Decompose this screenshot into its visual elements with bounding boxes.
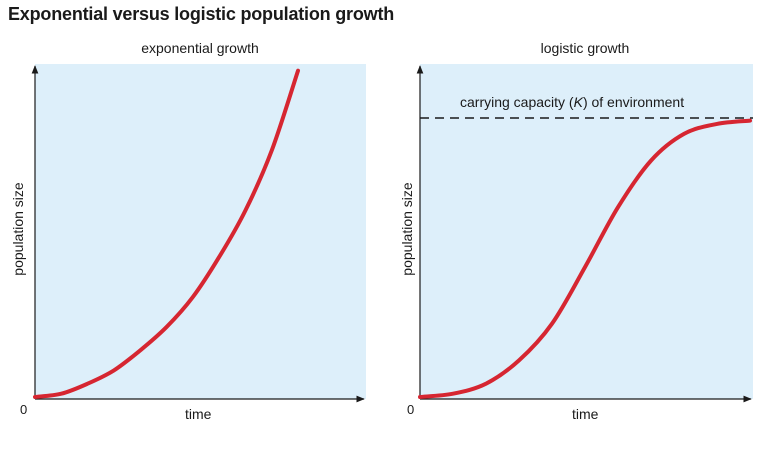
carrying-capacity-label: carrying capacity (K) of environment — [460, 94, 684, 110]
cap-label-suffix: ) of environment — [582, 94, 685, 110]
logistic-x-axis-label: time — [572, 406, 599, 422]
logistic-y-axis-label: population size — [399, 182, 415, 276]
logistic-plot-area — [420, 64, 753, 399]
logistic-growth-curve — [418, 118, 752, 399]
logistic-panel-title: logistic growth — [540, 40, 630, 56]
figure-title: Exponential versus logistic population g… — [8, 4, 395, 24]
cap-label-prefix: carrying capacity ( — [460, 94, 574, 110]
exponential-plot-area — [35, 64, 366, 399]
exponential-y-axis-label: population size — [10, 182, 26, 276]
logistic-origin-label: 0 — [407, 402, 415, 417]
exponential-origin-label: 0 — [20, 402, 28, 417]
exponential-x-axis-label: time — [185, 406, 212, 422]
exponential-panel-title: exponential growth — [141, 40, 259, 56]
cap-label-k: K — [573, 94, 583, 110]
exponential-growth-curve — [33, 68, 300, 399]
